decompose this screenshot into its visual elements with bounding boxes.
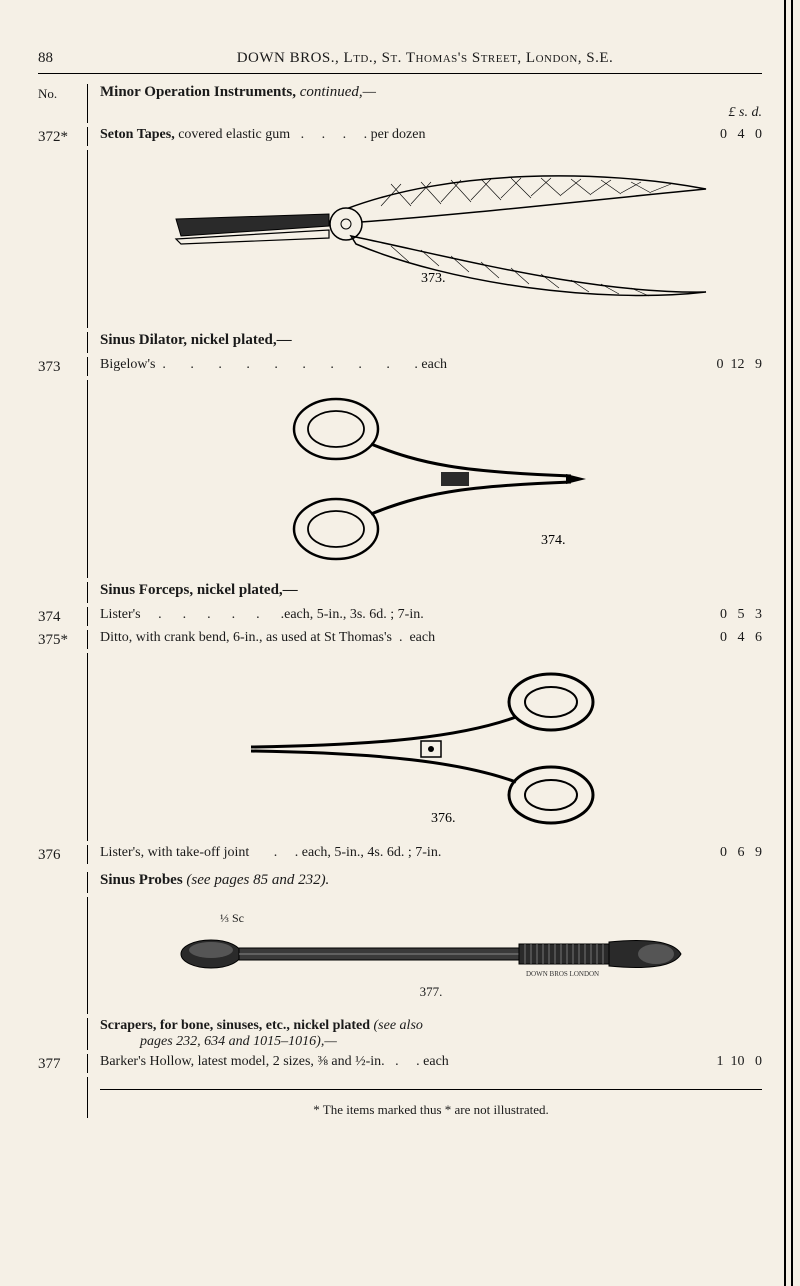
sinus-forceps-title: Sinus Forceps, nickel plated,— — [100, 582, 762, 599]
sinus-forceps-title-row: Sinus Forceps, nickel plated,— — [38, 582, 762, 603]
publisher-line: DOWN BROS., Ltd., St. Thomas's Street, L… — [88, 50, 762, 67]
item-376-num: 376 — [38, 845, 88, 864]
fig-377-label: 377. — [100, 984, 762, 1000]
svg-text:DOWN BROS LONDON: DOWN BROS LONDON — [526, 970, 599, 978]
catalog-page: 88 DOWN BROS., Ltd., St. Thomas's Street… — [0, 0, 800, 1286]
fig-377: ⅓ Sc — [100, 911, 762, 1000]
scrapers-title-row: Scrapers, for bone, sinuses, etc., nicke… — [38, 1018, 762, 1050]
currency-header: £ s. d. — [100, 105, 762, 121]
item-376-price: 0 6 9 — [720, 845, 762, 861]
fig-373-label: 373. — [421, 271, 446, 286]
item-377-price: 1 10 0 — [717, 1054, 763, 1070]
item-372-desc: Seton Tapes, covered elastic gum . . . .… — [100, 127, 425, 143]
sinus-dilator-title-row: Sinus Dilator, nickel plated,— — [38, 332, 762, 353]
page-header: 88 DOWN BROS., Ltd., St. Thomas's Street… — [38, 50, 762, 74]
fig-374-svg: 374. — [241, 394, 621, 564]
sinus-probes-bold: Sinus Probes — [100, 872, 183, 888]
section-minor-op-title: Minor Operation Instruments, continued,— — [100, 84, 762, 101]
minor-op-bold: Minor Operation Instruments, — [100, 84, 296, 100]
fig-376-row: 376. — [38, 653, 762, 841]
fig-373-row: 373. — [38, 150, 762, 328]
item-373-price: 0 12 9 — [717, 357, 763, 373]
scrapers-rest: (see also — [370, 1018, 423, 1033]
item-373-num: 373 — [38, 357, 88, 376]
fig-377-row: ⅓ Sc — [38, 897, 762, 1014]
fig-377-scale: ⅓ Sc — [100, 911, 762, 926]
column-header-no: No. — [38, 84, 88, 123]
fig-376-svg: 376. — [231, 667, 631, 827]
sinus-dilator-title: Sinus Dilator, nickel plated,— — [100, 332, 762, 349]
sinus-probes-rest: (see pages 85 and 232). — [183, 872, 330, 888]
page-right-rule — [784, 0, 786, 1286]
item-372: 372* Seton Tapes, covered elastic gum . … — [38, 127, 762, 146]
fig-374-label: 374. — [541, 533, 566, 548]
item-374: 374 Lister's . . . . . .each, 5-in., 3s.… — [38, 607, 762, 626]
item-374-price: 0 5 3 — [720, 607, 762, 623]
item-376-desc: Lister's, with take-off joint . . each, … — [100, 845, 441, 861]
sinus-probes-title: Sinus Probes (see pages 85 and 232). — [100, 872, 762, 889]
fig-376: 376. — [100, 667, 762, 827]
item-375-num: 375* — [38, 630, 88, 649]
item-375: 375* Ditto, with crank bend, 6-in., as u… — [38, 630, 762, 649]
scrapers-bold: Scrapers, for bone, sinuses, etc., nicke… — [100, 1018, 370, 1033]
footnote: * The items marked thus * are not illust… — [100, 1102, 762, 1118]
item-374-num: 374 — [38, 607, 88, 626]
scrapers-line2: pages 232, 634 and 1015–1016),— — [100, 1034, 762, 1050]
fig-377-svg: DOWN BROS LONDON — [171, 926, 691, 982]
item-375-desc: Ditto, with crank bend, 6-in., as used a… — [100, 630, 435, 646]
item-377-num: 377 — [38, 1054, 88, 1073]
fig-376-label: 376. — [431, 811, 456, 826]
item-375-price: 0 4 6 — [720, 630, 762, 646]
column-header-row: No. Minor Operation Instruments, continu… — [38, 84, 762, 123]
fig-373-svg: 373. — [151, 164, 711, 314]
footnote-row: * The items marked thus * are not illust… — [38, 1077, 762, 1118]
item-374-desc: Lister's . . . . . .each, 5-in., 3s. 6d.… — [100, 607, 424, 623]
fig-374-row: 374. — [38, 380, 762, 578]
footnote-rule — [100, 1089, 762, 1090]
sinus-probes-row: Sinus Probes (see pages 85 and 232). — [38, 872, 762, 893]
page-number: 88 — [38, 50, 88, 67]
item-372-price: 0 4 0 — [720, 127, 762, 143]
item-373-desc: Bigelow's . . . . . . . . . . each — [100, 357, 447, 373]
item-377-desc: Barker's Hollow, latest model, 2 sizes, … — [100, 1054, 449, 1070]
item-372-num: 372* — [38, 127, 88, 146]
item-373: 373 Bigelow's . . . . . . . . . . each 0… — [38, 357, 762, 376]
fig-373: 373. — [100, 164, 762, 314]
item-376: 376 Lister's, with take-off joint . . ea… — [38, 845, 762, 864]
minor-op-italic: continued,— — [296, 84, 376, 100]
fig-374: 374. — [100, 394, 762, 564]
item-377: 377 Barker's Hollow, latest model, 2 siz… — [38, 1054, 762, 1073]
